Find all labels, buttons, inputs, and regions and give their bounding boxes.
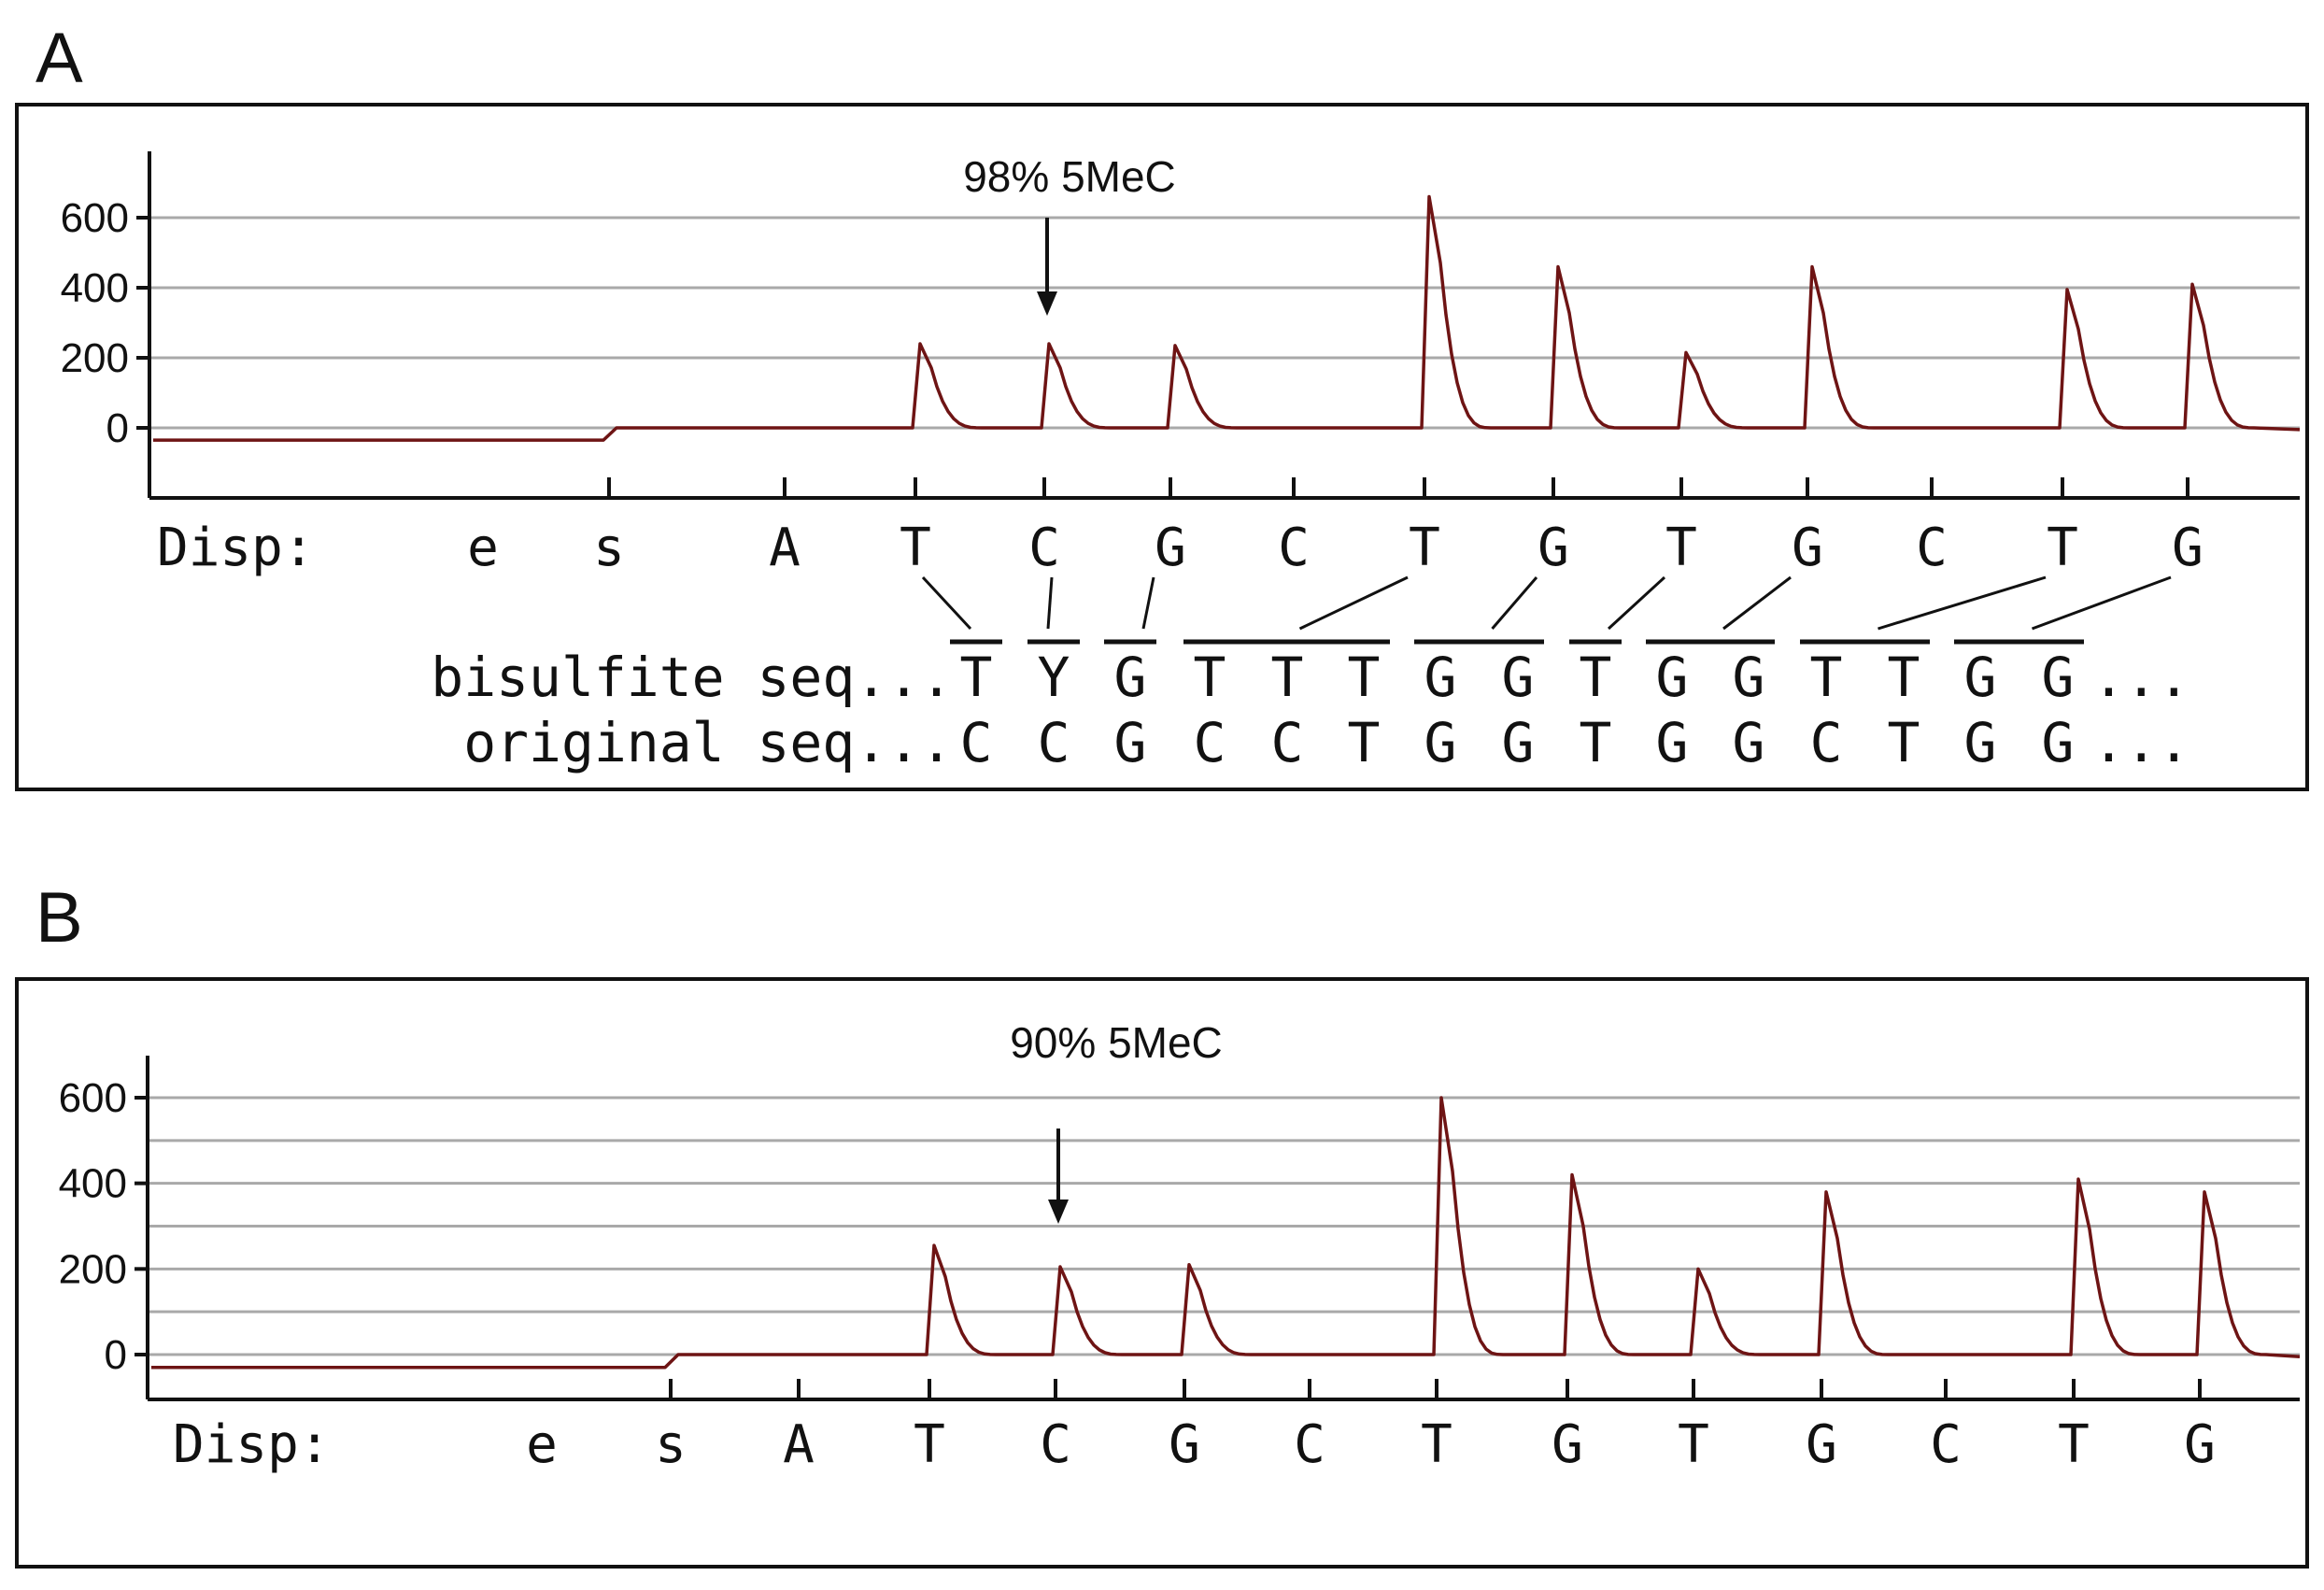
original-base: C [1810, 711, 1843, 774]
panel-a-dispensation-label: s [593, 518, 625, 578]
panel-a-dispensation-label: C [1916, 518, 1948, 578]
panel-a-dispensation-label: A [769, 518, 801, 578]
panel-a-dispensation-label: T [900, 518, 931, 578]
panel-a-dispensation-label: C [1278, 518, 1310, 578]
panel-b-dispensation-label: T [2058, 1414, 2090, 1475]
bisulfite-base: G [1114, 646, 1147, 709]
panel-a-annotation: 98% 5MeC [963, 152, 1176, 201]
panel-b-dispensation-label: A [783, 1414, 815, 1475]
bisulfite-base: T [1271, 646, 1304, 709]
panel-b-dispensation-label: C [1294, 1414, 1325, 1475]
panel-b-dispensation-label: C [1040, 1414, 1071, 1475]
panel-b-dispensation-label: C [1930, 1414, 1962, 1475]
bisulfite-base: T [1348, 646, 1381, 709]
panel-a-dispensation-label: e [467, 518, 499, 578]
panel-a-dispensation-label: T [1665, 518, 1697, 578]
panel-b-label: B [35, 878, 83, 958]
original-base: T [1580, 711, 1612, 774]
panel-a-dispensation-label: G [1155, 518, 1186, 578]
panel-a-dispensation-label: G [2172, 518, 2204, 578]
panel-a-dispensation-label: G [1792, 518, 1823, 578]
panel-a-arrow-head [1037, 291, 1057, 316]
panel-b-disp-label: Disp: [173, 1414, 331, 1475]
original-base: C [1194, 711, 1226, 774]
panel-a-disp-label: Disp: [157, 518, 315, 578]
panel-a-dispensation-label: T [2047, 518, 2078, 578]
dispensation-connector [1046, 576, 1054, 630]
panel-b-y-tick-label: 200 [59, 1246, 127, 1292]
dispensation-connector [1878, 575, 2047, 631]
panel-a-y-tick-label: 600 [61, 195, 129, 241]
bisulfite-base: Y [1038, 646, 1070, 709]
panel-a-y-tick-label: 200 [61, 335, 129, 381]
original-suffix: ... [2092, 711, 2190, 774]
panel-b-dispensation-label: G [1169, 1414, 1200, 1475]
bisulfite-base: T [1194, 646, 1226, 709]
panel-b-signal-trace [151, 1096, 2301, 1370]
original-base: T [1888, 711, 1920, 774]
panel-b-dispensation-label: e [526, 1414, 558, 1475]
bisulfite-base: G [1424, 646, 1457, 709]
original-base: C [1271, 711, 1304, 774]
panel-b-y-tick-label: 600 [59, 1075, 127, 1121]
bisulfite-base: G [1502, 646, 1535, 709]
dispensation-connector [1141, 576, 1155, 630]
panel-b-dispensation-label: T [1421, 1414, 1452, 1475]
panel-a-frame [15, 103, 2309, 791]
bisulfite-base: T [1580, 646, 1612, 709]
bisulfite-base: T [1810, 646, 1843, 709]
dispensation-connector [1491, 576, 1538, 630]
panel-a-signal-trace [153, 194, 2301, 442]
original-base: C [960, 711, 993, 774]
panel-b-dispensation-label: G [2184, 1414, 2216, 1475]
bisulfite-seq-label: bisulfite seq... [431, 646, 953, 709]
bisulfite-base: G [1964, 646, 1997, 709]
original-base: G [1964, 711, 1997, 774]
panel-b-y-tick-label: 0 [105, 1332, 127, 1378]
panel-b-dispensation-label: T [914, 1414, 945, 1475]
panel-b-plot: 600 400 200 0 Disp: e s A T C G C T G T G C T G 90% 5MeC [59, 1018, 2301, 1475]
bisulfite-base: G [1656, 646, 1689, 709]
original-base: G [1424, 711, 1457, 774]
panel-a-dispensation-label: C [1028, 518, 1060, 578]
bisulfite-base: T [1888, 646, 1920, 709]
original-base: G [1733, 711, 1765, 774]
bisulfite-suffix: ... [2092, 646, 2190, 709]
dispensation-connector [1298, 575, 1409, 631]
panel-b-dispensation-label: s [655, 1414, 687, 1475]
panel-a-y-tick-label: 400 [61, 265, 129, 311]
panel-a-label: A [35, 19, 83, 98]
panel-b-dispensation-label: T [1678, 1414, 1709, 1475]
bisulfite-base: G [2042, 646, 2075, 709]
panel-a-y-tick-label: 0 [106, 405, 129, 451]
dispensation-connector [921, 575, 972, 631]
panel-b-annotation: 90% 5MeC [1010, 1018, 1223, 1067]
panel-a-dispensation-label: G [1538, 518, 1569, 578]
bisulfite-base: T [960, 646, 993, 709]
panel-a-dispensation-label: T [1409, 518, 1440, 578]
original-base: G [1656, 711, 1689, 774]
panel-b-dispensation-label: G [1552, 1414, 1583, 1475]
panel-b-dispensation-label: G [1806, 1414, 1837, 1475]
dispensation-connector [1607, 575, 1666, 631]
original-base: G [1114, 711, 1147, 774]
panel-b-frame [15, 977, 2309, 1569]
bisulfite-base: G [1733, 646, 1765, 709]
original-base: G [1502, 711, 1535, 774]
original-base: T [1348, 711, 1381, 774]
original-base: C [1038, 711, 1070, 774]
panel-b-y-tick-label: 400 [59, 1161, 127, 1207]
panel-b-arrow-head [1048, 1200, 1069, 1224]
original-base: G [2042, 711, 2075, 774]
dispensation-connector [2031, 575, 2172, 631]
original-seq-label: original seq... [463, 711, 953, 774]
dispensation-connector [1722, 575, 1792, 631]
